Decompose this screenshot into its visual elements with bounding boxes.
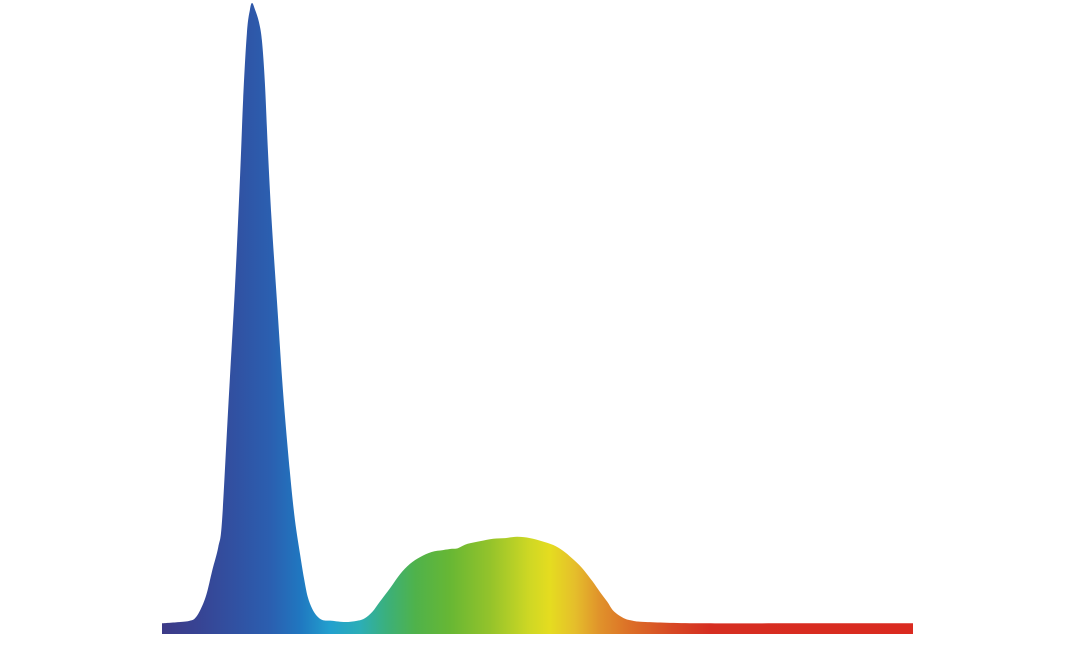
spectrum-area bbox=[162, 3, 913, 634]
